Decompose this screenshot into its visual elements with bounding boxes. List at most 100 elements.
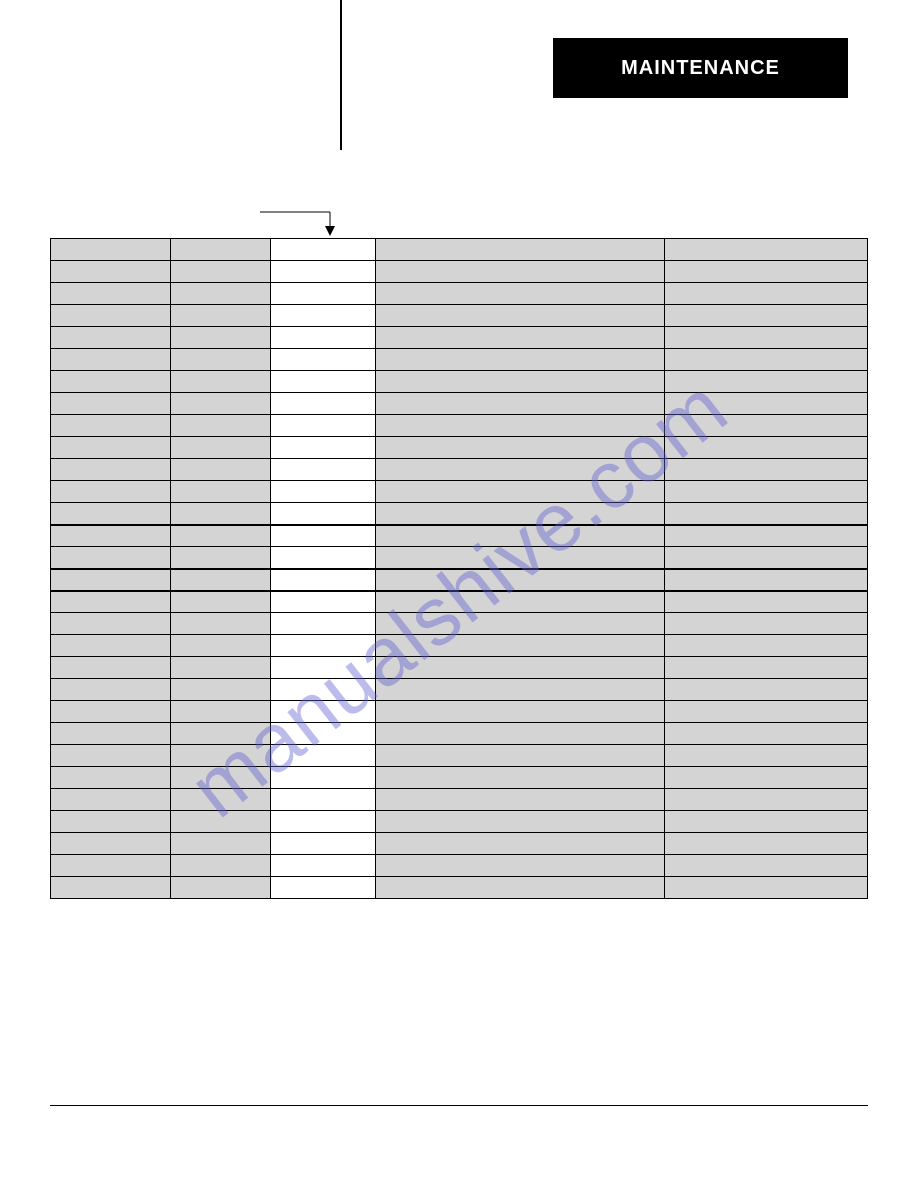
table-cell — [665, 679, 868, 701]
table-cell — [170, 327, 270, 349]
table-cell — [51, 679, 171, 701]
table-cell — [170, 525, 270, 547]
table-cell — [665, 415, 868, 437]
table-cell — [270, 701, 375, 723]
table-cell — [51, 261, 171, 283]
table-cell — [170, 393, 270, 415]
table-cell — [665, 459, 868, 481]
table-cell — [51, 591, 171, 613]
table-cell — [665, 547, 868, 569]
table-row — [51, 657, 868, 679]
table-cell — [170, 349, 270, 371]
table-row — [51, 393, 868, 415]
table-row — [51, 723, 868, 745]
table-cell — [170, 635, 270, 657]
table-cell — [51, 877, 171, 899]
table-cell — [270, 855, 375, 877]
table-cell — [270, 415, 375, 437]
table-cell — [270, 877, 375, 899]
table-cell — [665, 239, 868, 261]
table-row — [51, 239, 868, 261]
table-cell — [51, 833, 171, 855]
table-row — [51, 569, 868, 591]
table-cell — [170, 811, 270, 833]
table-cell — [51, 635, 171, 657]
table-cell — [665, 283, 868, 305]
table-cell — [170, 855, 270, 877]
table-cell — [170, 239, 270, 261]
table-cell — [665, 371, 868, 393]
table-row — [51, 459, 868, 481]
table-cell — [270, 261, 375, 283]
table-cell — [375, 261, 665, 283]
table-cell — [665, 503, 868, 525]
table-cell — [270, 613, 375, 635]
table-cell — [375, 767, 665, 789]
table-cell — [51, 613, 171, 635]
table-cell — [375, 547, 665, 569]
table-cell — [665, 767, 868, 789]
table-row — [51, 811, 868, 833]
table-cell — [170, 371, 270, 393]
table-cell — [375, 283, 665, 305]
table-row — [51, 415, 868, 437]
table-cell — [270, 679, 375, 701]
table-cell — [270, 349, 375, 371]
table-cell — [375, 239, 665, 261]
table-cell — [665, 437, 868, 459]
table-cell — [270, 811, 375, 833]
table-cell — [270, 833, 375, 855]
table-row — [51, 305, 868, 327]
table-cell — [665, 789, 868, 811]
table-cell — [375, 635, 665, 657]
table-cell — [170, 437, 270, 459]
table-cell — [170, 613, 270, 635]
table-cell — [375, 877, 665, 899]
table-cell — [270, 547, 375, 569]
table-cell — [270, 371, 375, 393]
table-cell — [665, 723, 868, 745]
table-cell — [375, 481, 665, 503]
table-cell — [51, 437, 171, 459]
table-cell — [375, 723, 665, 745]
table-cell — [665, 591, 868, 613]
table-row — [51, 349, 868, 371]
table-cell — [51, 701, 171, 723]
table-row — [51, 701, 868, 723]
table-cell — [375, 415, 665, 437]
table-row — [51, 503, 868, 525]
table-row — [51, 833, 868, 855]
table-cell — [51, 811, 171, 833]
table-row — [51, 855, 868, 877]
table-cell — [270, 767, 375, 789]
table-cell — [375, 679, 665, 701]
table-cell — [270, 481, 375, 503]
table-cell — [665, 481, 868, 503]
table-row — [51, 767, 868, 789]
table-cell — [51, 327, 171, 349]
table-cell — [170, 305, 270, 327]
table-cell — [270, 525, 375, 547]
table-cell — [665, 811, 868, 833]
table-cell — [51, 525, 171, 547]
table-cell — [665, 525, 868, 547]
table-cell — [375, 855, 665, 877]
table-row — [51, 877, 868, 899]
table-cell — [51, 459, 171, 481]
section-title-box: MAINTENANCE — [553, 38, 848, 98]
table-row — [51, 679, 868, 701]
table-row — [51, 283, 868, 305]
table-cell — [170, 547, 270, 569]
table-cell — [51, 239, 171, 261]
table-row — [51, 327, 868, 349]
table-cell — [51, 767, 171, 789]
table-row — [51, 437, 868, 459]
table-cell — [375, 503, 665, 525]
table-cell — [51, 745, 171, 767]
table-cell — [375, 657, 665, 679]
table-cell — [51, 415, 171, 437]
table-cell — [51, 503, 171, 525]
table-cell — [665, 569, 868, 591]
maintenance-table — [50, 238, 868, 899]
table-cell — [51, 569, 171, 591]
